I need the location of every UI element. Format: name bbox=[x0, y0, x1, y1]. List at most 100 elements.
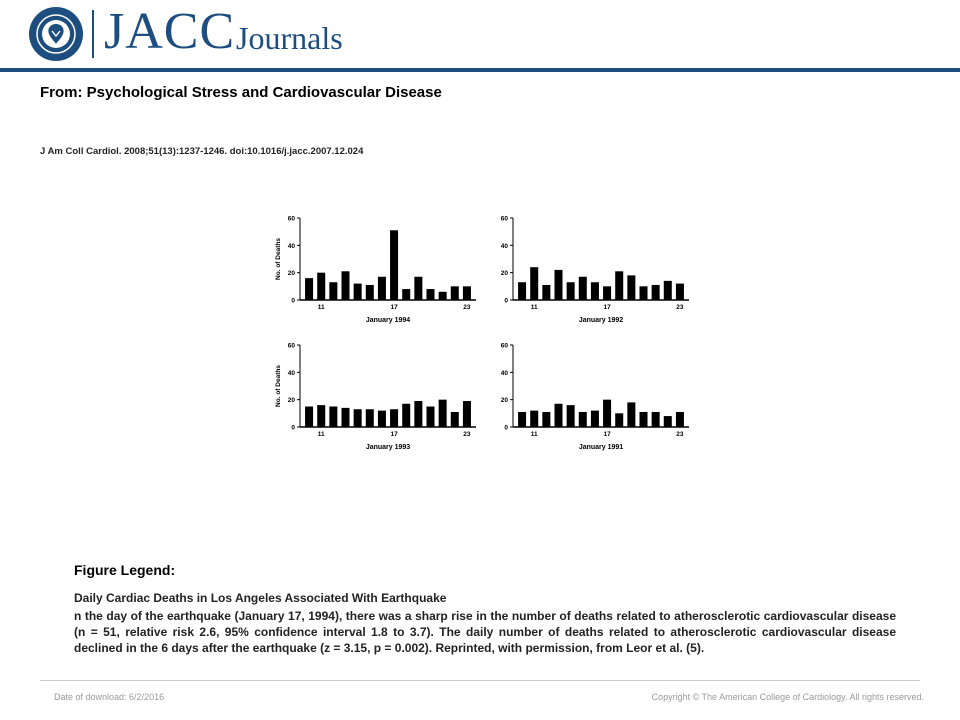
bar-day-19 bbox=[414, 276, 423, 300]
chart-panel-3: 0 20 40 60 11 17 23 January 1993 No. of Deaths bbox=[275, 343, 476, 451]
bar-day-21 bbox=[438, 399, 447, 427]
y-tick-label: 0 bbox=[504, 298, 508, 305]
bar-day-23 bbox=[675, 411, 684, 427]
figure-legend-subtitle: Daily Cardiac Deaths in Los Angeles Asso… bbox=[74, 591, 447, 605]
y-tick-label: 40 bbox=[288, 370, 296, 377]
figure-legend-body: n the day of the earthquake (January 17,… bbox=[74, 609, 896, 655]
y-tick-label: 40 bbox=[288, 243, 296, 250]
bar-day-20 bbox=[639, 411, 648, 427]
brand-journals: Journals bbox=[236, 20, 343, 56]
bar-day-10 bbox=[518, 411, 527, 427]
bar-day-18 bbox=[402, 289, 411, 300]
y-tick-label: 20 bbox=[501, 397, 509, 404]
bar-day-18 bbox=[615, 271, 624, 300]
bar-day-14 bbox=[566, 282, 575, 300]
bar-day-13 bbox=[341, 407, 350, 427]
bar-day-15 bbox=[578, 411, 587, 427]
chart-title: January 1994 bbox=[366, 317, 410, 324]
bar-day-18 bbox=[615, 413, 624, 427]
bar-day-15 bbox=[365, 284, 374, 300]
chart-panel-4: 0 20 40 60 11 17 23 January 1991 bbox=[501, 343, 689, 451]
bar-day-11 bbox=[317, 405, 326, 427]
bar-day-12 bbox=[329, 282, 338, 300]
bar-day-13 bbox=[554, 269, 563, 300]
earthquake-deaths-figure: 0 20 40 60 11 17 23 January 1994 No. of Deaths 0 2… bbox=[275, 216, 689, 451]
y-tick-label: 20 bbox=[288, 397, 296, 404]
chart-title: January 1993 bbox=[366, 444, 410, 451]
y-axis-label: No. of Deaths bbox=[275, 365, 282, 407]
bar-day-15 bbox=[578, 276, 587, 300]
journal-header: JACC Journals bbox=[0, 0, 960, 68]
x-tick-label: 11 bbox=[318, 304, 325, 311]
bar-day-12 bbox=[542, 411, 551, 427]
bar-day-15 bbox=[365, 409, 374, 427]
figure-legend-heading: Figure Legend: bbox=[74, 562, 176, 578]
bar-day-14 bbox=[566, 405, 575, 427]
bar-day-16 bbox=[377, 276, 386, 300]
chart-title: January 1991 bbox=[579, 444, 623, 451]
bar-day-22 bbox=[663, 280, 672, 300]
bar-day-13 bbox=[554, 403, 563, 427]
copyright-notice: Copyright © The American College of Card… bbox=[651, 692, 924, 702]
header-rule bbox=[0, 68, 960, 72]
y-tick-label: 0 bbox=[291, 298, 295, 305]
x-tick-label: 23 bbox=[463, 304, 471, 311]
bar-day-10 bbox=[305, 406, 314, 427]
y-tick-label: 60 bbox=[288, 343, 296, 350]
acc-seal-logo bbox=[29, 7, 83, 61]
bar-day-23 bbox=[462, 286, 471, 300]
x-tick-label: 17 bbox=[603, 304, 611, 311]
bar-day-11 bbox=[530, 410, 539, 427]
bar-day-14 bbox=[353, 409, 362, 427]
x-tick-label: 11 bbox=[318, 431, 325, 438]
y-tick-label: 20 bbox=[501, 270, 509, 277]
chart-panel-1: 0 20 40 60 11 17 23 January 1994 No. of Deaths bbox=[275, 216, 476, 324]
y-tick-label: 60 bbox=[501, 216, 509, 223]
bar-day-17 bbox=[603, 286, 612, 300]
y-tick-label: 60 bbox=[501, 343, 509, 350]
brand-jacc: JACC bbox=[104, 3, 236, 60]
x-tick-label: 17 bbox=[603, 431, 611, 438]
bar-day-22 bbox=[450, 286, 459, 300]
footer-rule bbox=[40, 680, 920, 681]
bar-day-22 bbox=[663, 416, 672, 427]
bar-day-16 bbox=[590, 282, 599, 300]
x-tick-label: 11 bbox=[531, 304, 538, 311]
bar-day-12 bbox=[542, 284, 551, 300]
y-tick-label: 60 bbox=[288, 216, 296, 223]
y-tick-label: 40 bbox=[501, 243, 509, 250]
bar-day-20 bbox=[426, 289, 435, 300]
bar-day-17 bbox=[390, 230, 399, 300]
y-tick-label: 0 bbox=[504, 425, 508, 432]
bar-day-16 bbox=[377, 410, 386, 427]
bar-day-10 bbox=[305, 278, 314, 300]
article-citation: J Am Coll Cardiol. 2008;51(13):1237-1246… bbox=[40, 146, 364, 157]
logo-divider bbox=[92, 10, 94, 58]
bar-day-10 bbox=[518, 282, 527, 300]
bar-day-19 bbox=[627, 275, 636, 300]
bar-day-17 bbox=[390, 409, 399, 427]
bar-day-17 bbox=[603, 399, 612, 427]
x-tick-label: 23 bbox=[676, 304, 684, 311]
article-title: From: Psychological Stress and Cardiovas… bbox=[40, 84, 442, 101]
y-tick-label: 40 bbox=[501, 370, 509, 377]
bar-day-19 bbox=[627, 402, 636, 427]
bar-day-21 bbox=[651, 411, 660, 427]
bar-day-23 bbox=[462, 401, 471, 427]
x-tick-label: 17 bbox=[390, 304, 398, 311]
bar-day-11 bbox=[530, 267, 539, 300]
bar-day-11 bbox=[317, 272, 326, 300]
download-date: Date of download: 6/2/2016 bbox=[54, 692, 165, 702]
bar-day-20 bbox=[426, 406, 435, 427]
bar-day-12 bbox=[329, 406, 338, 427]
x-tick-label: 23 bbox=[463, 431, 471, 438]
bar-day-23 bbox=[675, 283, 684, 300]
bar-day-20 bbox=[639, 286, 648, 300]
y-tick-label: 20 bbox=[288, 270, 296, 277]
bar-day-21 bbox=[651, 284, 660, 300]
x-tick-label: 23 bbox=[676, 431, 684, 438]
bar-day-13 bbox=[341, 271, 350, 300]
bar-day-22 bbox=[450, 411, 459, 427]
bar-day-18 bbox=[402, 403, 411, 427]
chart-title: January 1992 bbox=[579, 317, 623, 324]
